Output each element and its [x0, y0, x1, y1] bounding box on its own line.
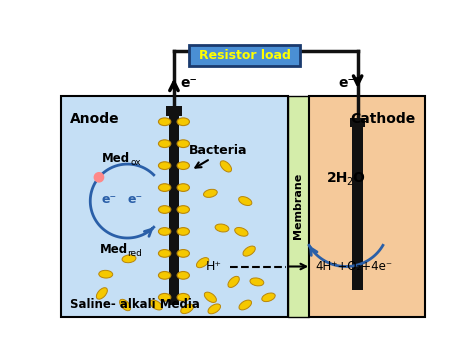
- Ellipse shape: [262, 293, 275, 302]
- Bar: [309, 95, 425, 316]
- Ellipse shape: [215, 224, 229, 232]
- Ellipse shape: [158, 271, 171, 279]
- Text: red: red: [128, 249, 142, 258]
- Text: Bacteria: Bacteria: [189, 144, 247, 157]
- Ellipse shape: [250, 278, 264, 286]
- Ellipse shape: [208, 304, 220, 314]
- Text: Med: Med: [102, 152, 130, 165]
- Text: e⁻: e⁻: [338, 76, 355, 90]
- Text: 2H: 2H: [327, 171, 348, 185]
- Text: e⁻: e⁻: [128, 193, 143, 206]
- Ellipse shape: [177, 249, 190, 257]
- Text: Anode: Anode: [70, 112, 120, 126]
- Ellipse shape: [239, 197, 252, 206]
- Circle shape: [94, 173, 104, 182]
- Ellipse shape: [96, 288, 108, 299]
- Text: ox: ox: [130, 158, 141, 167]
- Ellipse shape: [204, 292, 217, 302]
- Ellipse shape: [158, 118, 171, 126]
- Ellipse shape: [177, 162, 190, 170]
- Ellipse shape: [158, 228, 171, 235]
- Ellipse shape: [158, 206, 171, 213]
- Ellipse shape: [158, 162, 171, 170]
- Ellipse shape: [158, 184, 171, 192]
- Text: Saline- alkali Media: Saline- alkali Media: [70, 298, 200, 311]
- Ellipse shape: [235, 228, 248, 236]
- Text: e⁻: e⁻: [180, 76, 197, 90]
- Bar: [288, 95, 309, 316]
- Text: 2: 2: [346, 177, 352, 187]
- Bar: [61, 95, 288, 316]
- Ellipse shape: [177, 293, 190, 301]
- Ellipse shape: [243, 246, 255, 256]
- Ellipse shape: [177, 184, 190, 192]
- Bar: [166, 106, 182, 116]
- Text: H⁺: H⁺: [206, 260, 222, 273]
- Ellipse shape: [99, 270, 113, 278]
- Ellipse shape: [228, 276, 239, 288]
- Ellipse shape: [196, 258, 209, 268]
- Ellipse shape: [158, 140, 171, 148]
- Text: Resistor load: Resistor load: [199, 49, 291, 62]
- Text: e⁻: e⁻: [102, 193, 117, 206]
- Text: 4H⁺+O₂+4e⁻: 4H⁺+O₂+4e⁻: [315, 260, 392, 273]
- Ellipse shape: [181, 304, 193, 314]
- Ellipse shape: [158, 249, 171, 257]
- Ellipse shape: [177, 140, 190, 148]
- Ellipse shape: [239, 300, 252, 310]
- Ellipse shape: [122, 255, 136, 263]
- Ellipse shape: [177, 118, 190, 126]
- Bar: [352, 124, 363, 289]
- Ellipse shape: [203, 189, 217, 197]
- Ellipse shape: [150, 300, 162, 310]
- Text: O: O: [352, 171, 364, 185]
- Bar: [190, 45, 300, 66]
- Bar: [350, 118, 365, 127]
- Ellipse shape: [177, 206, 190, 213]
- Ellipse shape: [158, 293, 171, 301]
- Ellipse shape: [119, 299, 131, 311]
- Ellipse shape: [177, 228, 190, 235]
- Bar: [169, 112, 179, 305]
- Text: Cathode: Cathode: [350, 112, 416, 126]
- Text: Med: Med: [100, 243, 128, 256]
- Text: Membrane: Membrane: [293, 173, 303, 239]
- Ellipse shape: [220, 161, 231, 172]
- Ellipse shape: [177, 271, 190, 279]
